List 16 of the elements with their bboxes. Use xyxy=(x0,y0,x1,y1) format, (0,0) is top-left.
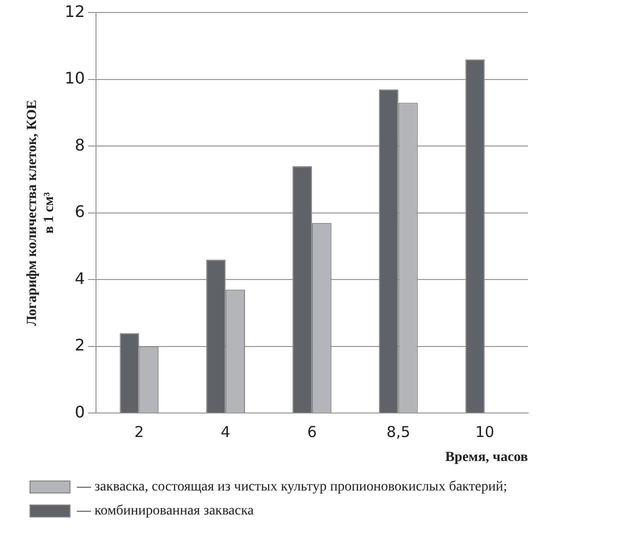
y-axis-title: Логарифм количества клеток, КОЕ в 1 см³ xyxy=(25,100,57,326)
legend-label: — закваска, состоящая из чистых культур пропионовокислых бактерий; xyxy=(76,480,508,495)
y-tick-label: 0 xyxy=(74,402,85,422)
x-tick-label: 10 xyxy=(475,423,494,442)
x-tick-label: 2 xyxy=(134,423,144,442)
y-tick-label: 12 xyxy=(64,2,85,21)
y-tick-label: 4 xyxy=(74,268,85,288)
y-tick-label: 6 xyxy=(74,202,85,222)
y-tick-label: 8 xyxy=(74,135,85,154)
y-tick-label: 2 xyxy=(74,336,85,355)
x-tick-label: 6 xyxy=(307,423,317,442)
y-tick-label: 10 xyxy=(64,68,85,88)
x-tick-label: 8,5 xyxy=(386,423,410,442)
legend-label: — комбинированная закваска xyxy=(76,504,255,519)
x-axis-title: Время, часов xyxy=(445,450,528,466)
x-tick-label: 4 xyxy=(220,423,230,442)
